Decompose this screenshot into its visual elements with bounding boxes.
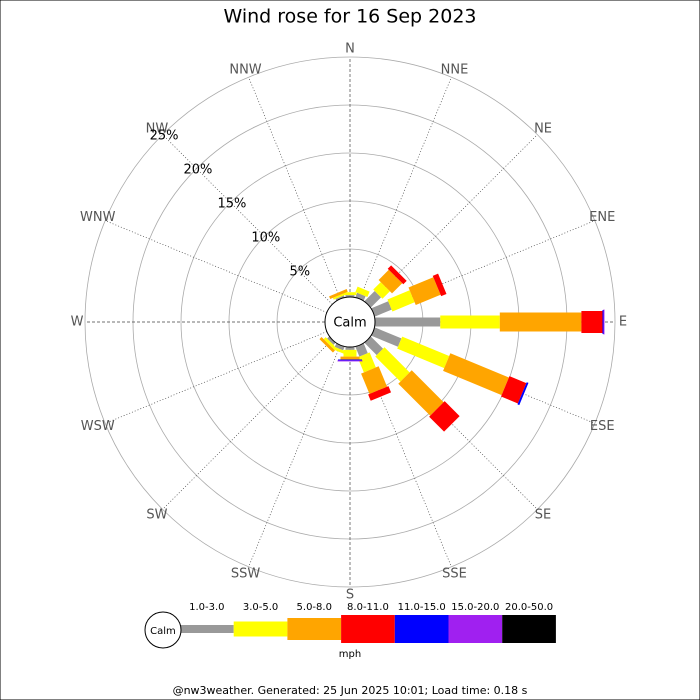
legend-swatch: [287, 618, 342, 640]
bar-segment: [355, 292, 366, 301]
bar-segment: [340, 356, 360, 360]
direction-label: W: [71, 315, 84, 330]
ring-label: 15%: [217, 196, 246, 211]
direction-label: E: [619, 315, 627, 330]
bar-segment: [440, 315, 500, 329]
direction-label: WNW: [80, 210, 116, 225]
legend-calm-circle: [144, 611, 182, 649]
legend-label: 1.0-3.0: [189, 602, 224, 613]
ring: [84, 56, 616, 588]
chart-title: Wind rose for 16 Sep 2023: [223, 6, 476, 28]
bar-segment: [378, 269, 403, 294]
bar-segment: [355, 343, 368, 357]
bar-segment: [323, 337, 335, 349]
direction-label: SE: [535, 508, 551, 523]
bar-segment: [373, 282, 390, 299]
bar-segment: [357, 352, 376, 373]
bar-segment: [408, 277, 441, 306]
bar-segment: [398, 370, 444, 416]
bar-segment: [429, 401, 460, 432]
ring-label: 25%: [150, 129, 179, 144]
spoke: [359, 77, 452, 300]
bar-segment: [343, 349, 357, 357]
spoke: [162, 134, 333, 305]
direction-label: NNW: [229, 62, 261, 77]
spoke: [162, 339, 333, 510]
calm-label: Calm: [333, 316, 366, 331]
bar-segment: [501, 376, 527, 404]
direction-label: ENE: [589, 210, 615, 225]
direction-label: SSW: [231, 567, 261, 582]
direction-label: NW: [146, 121, 169, 136]
legend-swatch: [233, 621, 288, 637]
bar-segment: [345, 347, 355, 350]
direction-label: NE: [534, 121, 552, 136]
bar-segment: [343, 292, 357, 296]
bar-segment: [345, 295, 355, 297]
bar-segment: [364, 290, 382, 308]
direction-label: S: [346, 588, 354, 603]
bar-segment: [443, 353, 509, 396]
bar-segment: [319, 337, 335, 353]
footer: @nw3weather. Generated: 25 Jun 2025 10:0…: [173, 684, 528, 697]
direction-label: SSE: [442, 567, 467, 582]
bar-segment: [602, 310, 604, 334]
spoke: [105, 331, 328, 424]
legend-label: 5.0-8.0: [297, 602, 332, 613]
bar-segment: [371, 301, 392, 317]
legend-label: 11.0-15.0: [398, 602, 446, 613]
spoke: [248, 77, 341, 300]
direction-label: SW: [146, 508, 167, 523]
bar-segment: [364, 336, 384, 356]
calm-circle: [324, 296, 376, 348]
bar-segment: [327, 336, 336, 345]
legend-calm-label: Calm: [150, 626, 176, 637]
ring-label: 20%: [184, 162, 213, 177]
bar-segment: [387, 290, 415, 312]
legend-swatch: [394, 615, 449, 643]
bar-segment: [337, 360, 363, 362]
bar-segment: [335, 295, 345, 301]
bar-segment: [581, 311, 603, 333]
legend-unit: mph: [339, 649, 361, 660]
spoke: [105, 220, 328, 313]
spoke: [248, 344, 341, 567]
legend-swatch: [180, 625, 234, 633]
direction-label: NNE: [441, 62, 469, 77]
bar-segment: [499, 312, 582, 332]
bar-segment: [329, 289, 348, 299]
bar-segment: [334, 343, 345, 351]
legend-swatch: [502, 615, 556, 643]
direction-label: WSW: [81, 419, 115, 434]
ring-label: 10%: [251, 230, 280, 245]
bar-segment: [603, 309, 605, 335]
ring-label: 5%: [289, 264, 310, 279]
bar-segment: [355, 286, 370, 297]
bar-segment: [387, 265, 407, 285]
legend-swatch: [341, 615, 395, 643]
bar-segment: [432, 273, 447, 297]
legend-swatch: [448, 615, 503, 643]
bar-segment: [338, 359, 362, 361]
direction-label: ESE: [590, 419, 615, 434]
bar-segment: [371, 327, 402, 347]
bar-segment: [368, 386, 392, 401]
bar-segment: [332, 292, 346, 300]
bar-segment: [361, 366, 388, 394]
direction-label: N: [345, 42, 355, 57]
legend-label: 20.0-50.0: [505, 602, 553, 613]
bar-segment: [375, 347, 410, 382]
legend-label: 3.0-5.0: [243, 602, 278, 613]
bar-segment: [517, 382, 529, 406]
legend-label: 8.0-11.0: [347, 602, 389, 613]
bar-segment: [375, 317, 441, 327]
legend-label: 15.0-20.0: [451, 602, 499, 613]
bar-segment: [397, 336, 450, 369]
bar-segment: [331, 346, 345, 354]
